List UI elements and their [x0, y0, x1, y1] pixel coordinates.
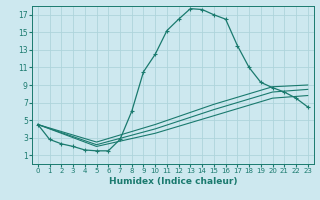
- X-axis label: Humidex (Indice chaleur): Humidex (Indice chaleur): [108, 177, 237, 186]
